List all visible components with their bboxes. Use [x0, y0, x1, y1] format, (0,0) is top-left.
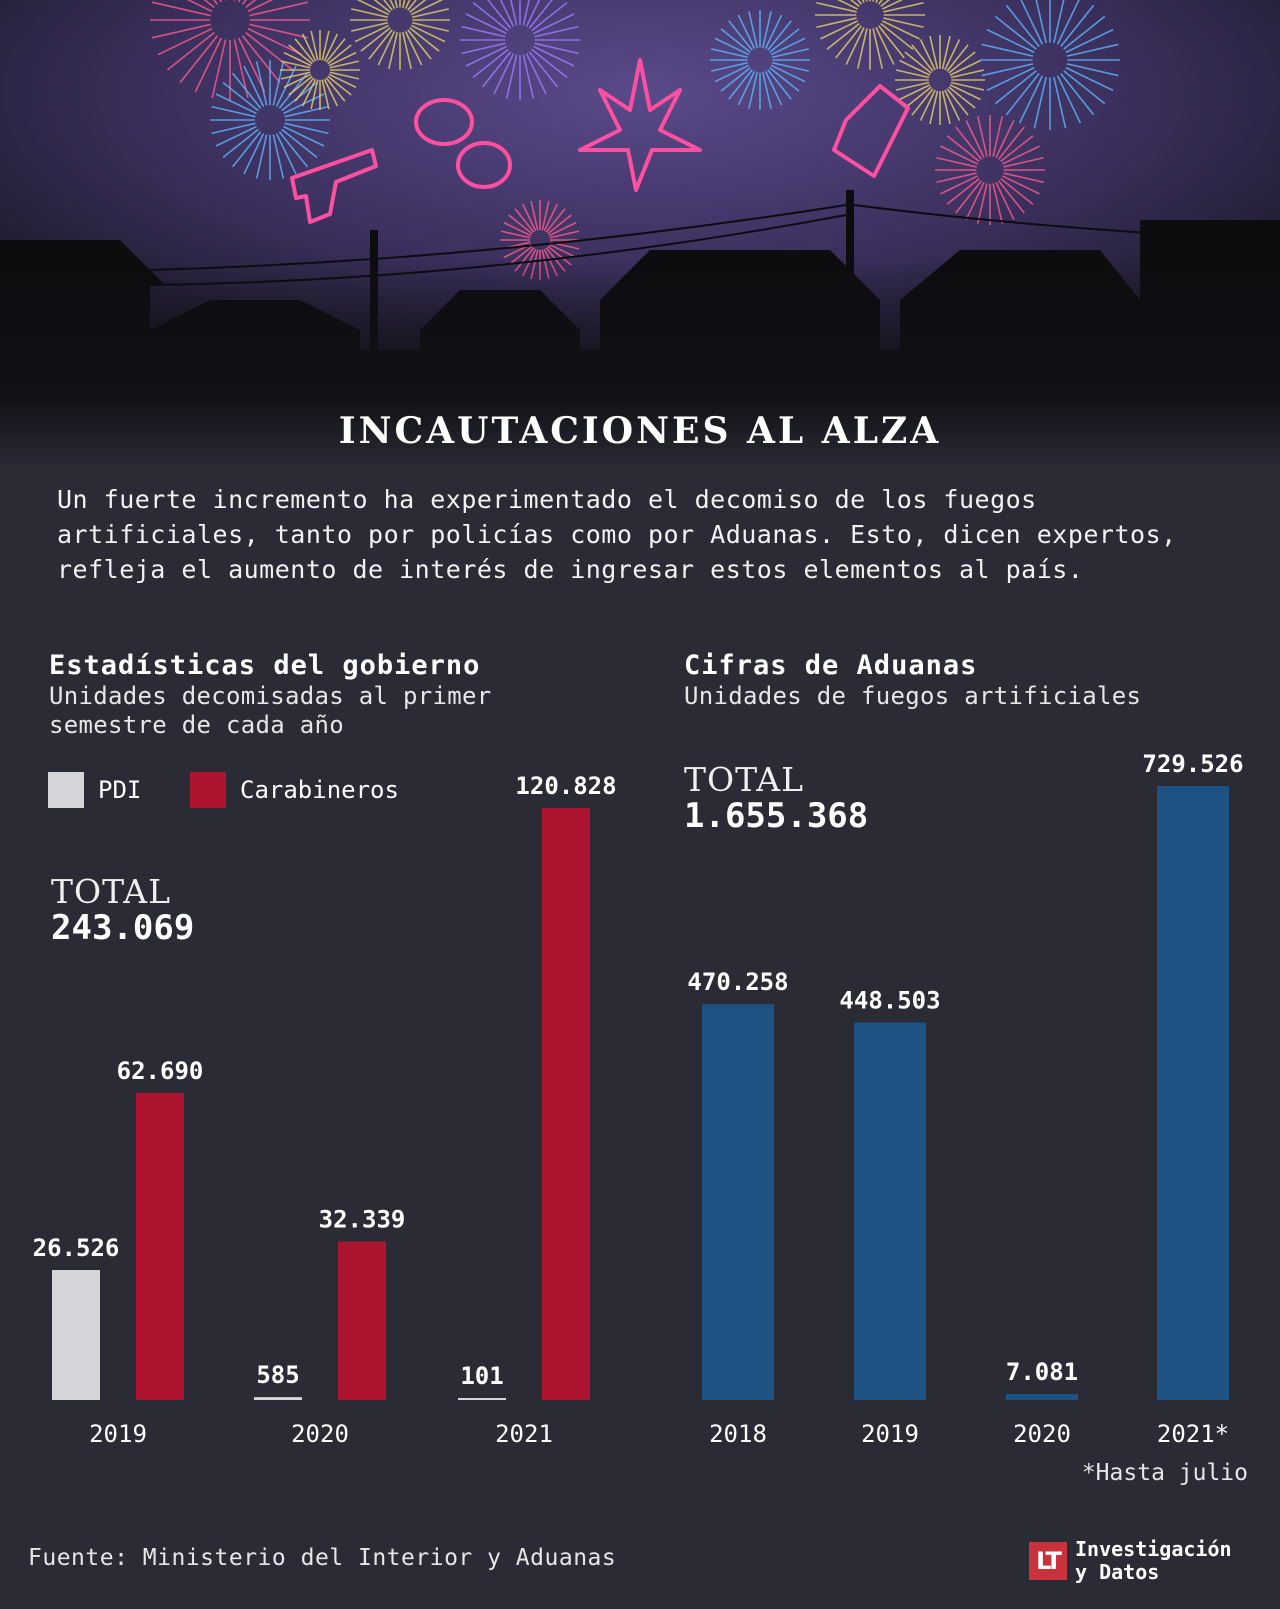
legend-label-carabineros: Carabineros	[240, 776, 399, 804]
data-label-aduanas-2021: 729.526	[1142, 750, 1243, 778]
bar-pdi-2019	[52, 1270, 100, 1400]
bar-aduanas-2019	[854, 1022, 926, 1400]
x-tick-label-2018: 2018	[709, 1420, 767, 1448]
right-panel-title: Cifras de Aduanas	[684, 650, 978, 681]
footnote: *Hasta julio	[1081, 1460, 1248, 1486]
right-total-label: TOTAL	[684, 760, 805, 799]
right-total-value: 1.655.368	[684, 796, 869, 836]
bar-aduanas-2021	[1157, 786, 1229, 1400]
fireworks-night-illustration	[0, 0, 1280, 470]
data-label-pdi-2020: 585	[256, 1361, 299, 1389]
data-label-pdi-2019: 26.526	[33, 1234, 120, 1262]
x-tick-label-2019: 2019	[861, 1420, 919, 1448]
bar-aduanas-2020	[1006, 1394, 1078, 1400]
data-label-carabineros-2019: 62.690	[117, 1057, 204, 1085]
data-label-aduanas-2019: 448.503	[839, 987, 940, 1015]
left-total-value: 243.069	[51, 908, 195, 948]
legend-swatch-carabineros	[190, 772, 226, 808]
legend-swatch-pdi	[48, 772, 84, 808]
intro-paragraph: Un fuerte incremento ha experimentado el…	[57, 485, 1177, 584]
lt-logo-icon: LT	[1029, 1542, 1067, 1580]
data-label-pdi-2021: 101	[460, 1362, 503, 1390]
bar-carabineros-2020	[338, 1241, 386, 1400]
logo-text: Investigación y Datos	[1075, 1537, 1232, 1584]
bar-pdi-2021	[458, 1398, 506, 1400]
data-label-carabineros-2021: 120.828	[515, 772, 616, 800]
x-tick-label-2021: 2021	[495, 1420, 553, 1448]
data-label-aduanas-2020: 7.081	[1006, 1358, 1078, 1386]
x-tick-label-2019: 2019	[89, 1420, 147, 1448]
left-panel-title: Estadísticas del gobierno	[49, 650, 481, 681]
data-label-aduanas-2018: 470.258	[687, 968, 788, 996]
left-panel-subtitle: Unidades decomisadas al primer semestre …	[49, 682, 492, 739]
source-text: Fuente: Ministerio del Interior y Aduana…	[28, 1545, 617, 1571]
left-total-label: TOTAL	[51, 872, 172, 911]
hero-illustration	[0, 0, 1280, 470]
x-tick-label-2020: 2020	[291, 1420, 349, 1448]
brand-logo: LT Investigación y Datos	[1029, 1538, 1269, 1584]
bar-pdi-2020	[254, 1397, 302, 1400]
legend-label-pdi: PDI	[98, 776, 142, 804]
bar-carabineros-2019	[136, 1092, 184, 1400]
right-panel-subtitle: Unidades de fuegos artificiales	[684, 682, 1142, 710]
x-tick-label-2020: 2020	[1013, 1420, 1071, 1448]
page-title: INCAUTACIONES AL ALZA	[338, 410, 942, 452]
bar-carabineros-2021	[542, 808, 590, 1400]
bar-aduanas-2018	[702, 1004, 774, 1400]
x-tick-label-2021: 2021*	[1157, 1420, 1229, 1448]
data-label-carabineros-2020: 32.339	[319, 1206, 406, 1234]
